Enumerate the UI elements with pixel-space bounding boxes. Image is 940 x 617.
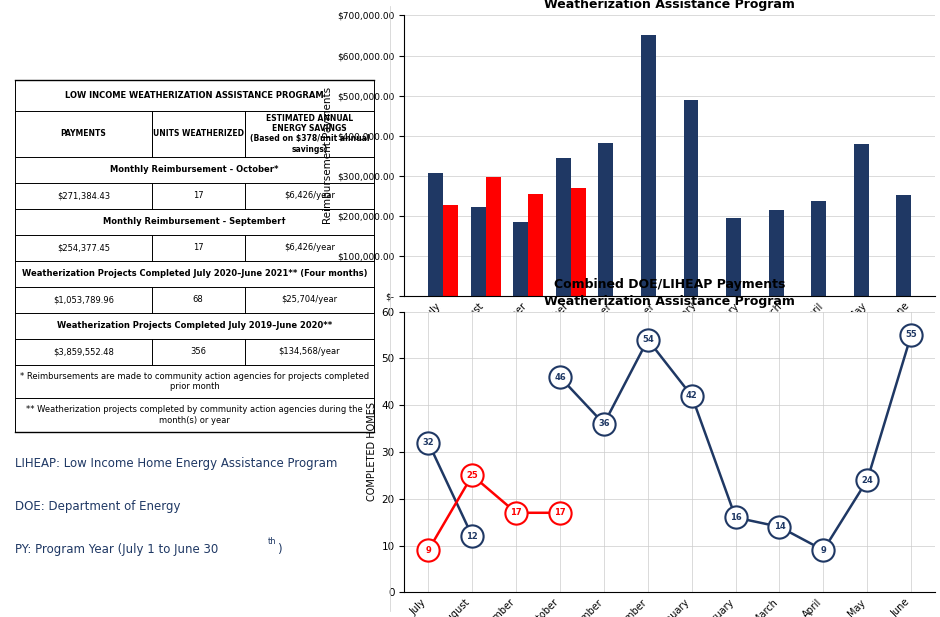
Text: Weatherization Projects Completed July 2020–June 2021** (Four months): Weatherization Projects Completed July 2… bbox=[22, 269, 368, 278]
Text: 9: 9 bbox=[426, 545, 431, 555]
Text: PAYMENTS: PAYMENTS bbox=[61, 129, 106, 138]
Text: 32: 32 bbox=[422, 438, 434, 447]
Bar bbox=[896, 195, 911, 296]
Bar bbox=[811, 201, 826, 296]
Text: 17: 17 bbox=[555, 508, 566, 517]
Bar bbox=[429, 173, 444, 296]
Bar bbox=[571, 188, 586, 296]
Text: $6,426/year: $6,426/year bbox=[284, 191, 335, 200]
Text: 12: 12 bbox=[466, 532, 478, 540]
Bar bbox=[528, 194, 543, 296]
Text: 68: 68 bbox=[193, 295, 204, 304]
Text: UNITS WEATHERIZED: UNITS WEATHERIZED bbox=[152, 129, 243, 138]
Text: 55: 55 bbox=[905, 331, 917, 339]
Text: $254,377.45: $254,377.45 bbox=[57, 243, 110, 252]
Text: Weatherization Projects Completed July 2019–June 2020**: Weatherization Projects Completed July 2… bbox=[57, 321, 332, 330]
Bar bbox=[444, 205, 458, 296]
Text: $271,384.43: $271,384.43 bbox=[57, 191, 110, 200]
Text: 9: 9 bbox=[821, 545, 826, 555]
Text: $6,426/year: $6,426/year bbox=[284, 243, 335, 252]
Text: PY: Program Year (July 1 to June 30: PY: Program Year (July 1 to June 30 bbox=[15, 543, 219, 556]
Text: $1,053,789.96: $1,053,789.96 bbox=[53, 295, 114, 304]
Bar bbox=[513, 222, 528, 296]
Bar bbox=[486, 177, 501, 296]
Text: 24: 24 bbox=[861, 476, 873, 484]
Text: ** Weatherization projects completed by community action agencies during the
mon: ** Weatherization projects completed by … bbox=[26, 405, 363, 424]
Legend: Combined DOE/LIHEAP for PY2019/2020, Combined DOE/LIHEAP for PY2020/2021: Combined DOE/LIHEAP for PY2019/2020, Com… bbox=[456, 421, 884, 437]
Text: 54: 54 bbox=[642, 335, 653, 344]
Text: 46: 46 bbox=[555, 373, 566, 381]
Text: Monthly Reimbursement - September†: Monthly Reimbursement - September† bbox=[103, 217, 286, 226]
Bar bbox=[599, 143, 614, 296]
Text: DOE: Department of Energy: DOE: Department of Energy bbox=[15, 500, 180, 513]
Text: 17: 17 bbox=[510, 508, 522, 517]
Title: Combined DOE/LIHEAP Payments
Weatherization Assistance Program: Combined DOE/LIHEAP Payments Weatherizat… bbox=[544, 278, 795, 308]
Text: $3,859,552.48: $3,859,552.48 bbox=[53, 347, 114, 356]
Text: 14: 14 bbox=[774, 523, 785, 531]
Text: th: th bbox=[268, 537, 276, 546]
Y-axis label: COMPLETED HOMES: COMPLETED HOMES bbox=[368, 402, 377, 502]
Y-axis label: Reimbursement Payments: Reimbursement Payments bbox=[323, 87, 333, 225]
Text: 25: 25 bbox=[466, 471, 478, 480]
Text: $134,568/year: $134,568/year bbox=[278, 347, 340, 356]
Bar bbox=[769, 210, 784, 296]
Text: 17: 17 bbox=[193, 191, 204, 200]
Text: 42: 42 bbox=[686, 391, 697, 400]
Text: Monthly Reimbursement - October*: Monthly Reimbursement - October* bbox=[110, 165, 279, 174]
Bar bbox=[641, 35, 656, 296]
Bar bbox=[471, 207, 486, 296]
Text: 36: 36 bbox=[598, 420, 610, 428]
Bar bbox=[726, 218, 741, 296]
Text: ): ) bbox=[277, 543, 282, 556]
Text: LIHEAP: Low Income Home Energy Assistance Program: LIHEAP: Low Income Home Energy Assistanc… bbox=[15, 457, 337, 470]
Text: ESTIMATED ANNUAL
ENERGY SAVINGS
(Based on $378/unit annual
savings): ESTIMATED ANNUAL ENERGY SAVINGS (Based o… bbox=[250, 114, 369, 154]
Text: LOW INCOME WEATHERIZATION ASSISTANCE PROGRAM: LOW INCOME WEATHERIZATION ASSISTANCE PRO… bbox=[65, 91, 324, 100]
Title: Combined DOE/LIHEAP Payments
Weatherization Assistance Program: Combined DOE/LIHEAP Payments Weatherizat… bbox=[544, 0, 795, 12]
Text: 17: 17 bbox=[193, 243, 204, 252]
Bar bbox=[556, 158, 571, 296]
Text: 356: 356 bbox=[190, 347, 206, 356]
Bar bbox=[854, 144, 869, 296]
Text: 16: 16 bbox=[729, 513, 742, 522]
Text: $25,704/year: $25,704/year bbox=[281, 295, 337, 304]
Bar bbox=[683, 99, 698, 296]
Text: * Reimbursements are made to community action agencies for projects completed
pr: * Reimbursements are made to community a… bbox=[20, 371, 369, 391]
